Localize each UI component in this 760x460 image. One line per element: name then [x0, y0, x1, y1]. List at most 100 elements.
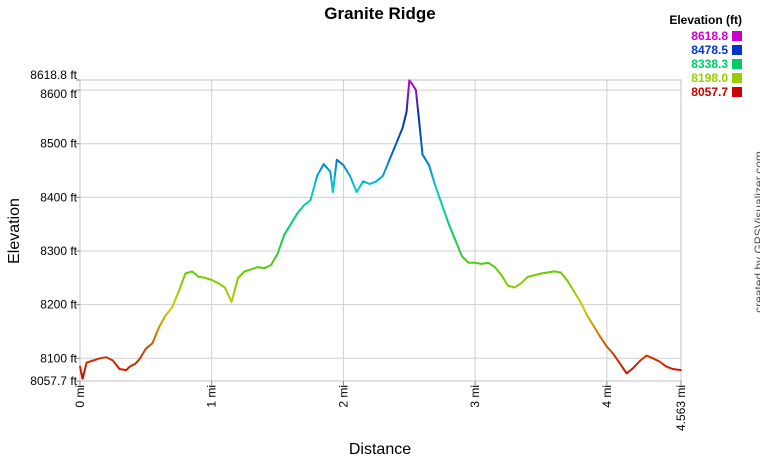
elevation-point [276, 252, 279, 255]
legend-entry-label: 8618.8 [691, 29, 728, 43]
elevation-point [99, 357, 101, 360]
elevation-point [151, 342, 154, 345]
y-axis-ticks: 8057.7 ft 8100 ft 8200 ft 8300 ft 8400 ft 850… [30, 68, 80, 388]
legend-entry: 8618.8 [669, 29, 742, 43]
elevation-point [533, 274, 536, 277]
x-tick-label: 0 mi [73, 385, 87, 408]
elevation-point [362, 180, 365, 183]
elevation-point [559, 271, 562, 274]
elevation-point [125, 369, 127, 371]
legend-swatch [732, 31, 742, 41]
elevation-point [217, 282, 220, 285]
elevation-point [237, 277, 239, 279]
x-tick-label: 1 mi [205, 385, 219, 408]
y-tick-label: 8200 ft [40, 298, 77, 312]
chart-title: Granite Ridge [324, 4, 436, 23]
elevation-point [395, 142, 397, 145]
legend-entry-label: 8057.7 [691, 85, 728, 99]
elevation-point [375, 180, 378, 183]
legend-entry: 8478.5 [669, 43, 742, 57]
elevation-point [224, 286, 226, 289]
plot-area [79, 79, 682, 382]
elevation-point [145, 347, 147, 350]
elevation-point [283, 234, 286, 236]
elevation-point [671, 368, 674, 370]
elevation-point [408, 79, 411, 82]
y-tick-label: 8300 ft [40, 244, 77, 258]
elevation-point [303, 204, 305, 207]
elevation-point [645, 354, 648, 357]
elevation-point [494, 266, 496, 268]
elevation-point [415, 89, 417, 91]
elevation-point [586, 314, 588, 317]
elevation-point [210, 279, 213, 281]
elevation-point [599, 336, 602, 338]
elevation-point [329, 170, 332, 173]
elevation-point [573, 290, 575, 293]
elevation-point [81, 377, 84, 380]
elevation-point [309, 199, 312, 201]
y-tick-label: 8618.8 ft [30, 68, 77, 82]
elevation-point [448, 223, 450, 225]
elevation-point [566, 279, 569, 282]
elevation-point [527, 276, 529, 278]
elevation-point [270, 264, 272, 266]
x-axis-title: Distance [349, 441, 411, 458]
elevation-point [612, 353, 615, 355]
elevation-point [507, 285, 509, 287]
elevation-point [369, 183, 371, 185]
elevation-point [250, 268, 252, 271]
elevation-point [553, 270, 555, 273]
elevation-point [184, 272, 187, 275]
legend-swatch [732, 87, 742, 97]
elevation-point [112, 359, 114, 362]
elevation-point [382, 175, 384, 177]
elevation-point [500, 274, 503, 277]
elevation-point [652, 357, 654, 360]
elevation-point [665, 365, 667, 368]
elevation-point [336, 159, 338, 161]
elevation-point [243, 270, 246, 273]
legend-swatch [732, 59, 742, 69]
y-tick-label: 8500 ft [40, 137, 77, 151]
elevation-point [138, 358, 141, 361]
elevation-point [467, 262, 470, 264]
x-tick-label: 3 mi [468, 385, 482, 408]
elevation-point [204, 277, 206, 279]
elevation-point [680, 369, 682, 371]
x-tick-label: 4 mi [600, 385, 614, 408]
elevation-point [158, 326, 160, 329]
elevation-point [639, 360, 641, 362]
elevation-point [257, 266, 259, 268]
elevation-point [428, 164, 430, 166]
elevation-point [606, 345, 608, 348]
elevation-point [487, 262, 490, 264]
elevation-point [474, 262, 476, 264]
elevation-point [658, 360, 661, 363]
elevation-point [632, 367, 634, 369]
elevation-point [540, 272, 542, 275]
legend-entry: 8057.7 [669, 85, 742, 99]
legend-entry-label: 8478.5 [691, 43, 728, 57]
elevation-point [79, 365, 81, 368]
x-tick-label: 4.563 mi [674, 385, 688, 431]
y-axis-title: Elevation [6, 198, 23, 264]
elevation-point [85, 361, 88, 364]
elevation-point [355, 191, 358, 193]
legend-entry: 8338.3 [669, 57, 742, 71]
y-tick-label: 8600 ft [40, 87, 77, 101]
y-tick-label: 8057.7 ft [30, 374, 77, 388]
elevation-point [332, 191, 334, 193]
elevation-point [434, 185, 437, 188]
elevation-point [349, 175, 351, 177]
elevation-point [118, 368, 121, 370]
elevation-point [92, 359, 94, 362]
legend-entry: 8198.0 [669, 71, 742, 85]
elevation-point [625, 372, 628, 375]
elevation-point [105, 356, 108, 359]
legend-swatch [732, 45, 742, 55]
elevation-point [421, 153, 424, 156]
elevation-point [388, 159, 391, 161]
elevation-point [405, 110, 408, 113]
